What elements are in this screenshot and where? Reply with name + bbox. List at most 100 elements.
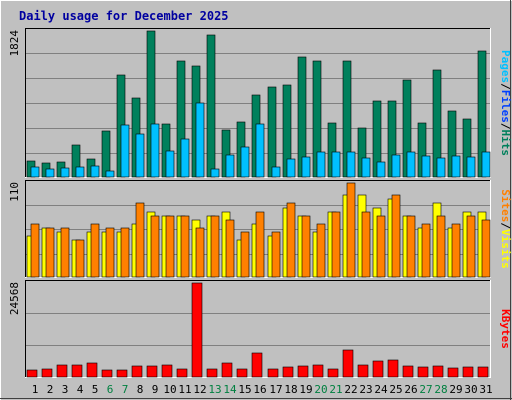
visits-panel-ymax: 110 xyxy=(8,182,21,202)
visits-panel-sites-bar xyxy=(361,211,371,278)
kbytes-panel-kbytes-bar xyxy=(251,352,263,378)
hits-panel-files-bar xyxy=(481,151,491,178)
visits-panel-sites-bar xyxy=(271,231,281,278)
x-tick-label: 12 xyxy=(193,383,206,396)
x-tick-label: 27 xyxy=(419,383,432,396)
visits-panel-sites-bar xyxy=(30,223,40,278)
visits-panel-sites-bar xyxy=(180,215,190,278)
hits-panel-files-bar xyxy=(75,166,85,178)
x-tick-label: 21 xyxy=(329,383,342,396)
x-tick-label: 2 xyxy=(47,383,54,396)
hits-panel-side-label-separator: / xyxy=(499,83,512,90)
x-tick-label: 6 xyxy=(107,383,114,396)
visits-panel-sites-bar xyxy=(346,182,356,278)
kbytes-panel-kbytes-bar xyxy=(146,365,158,378)
x-tick-label: 14 xyxy=(223,383,237,396)
x-tick-label: 13 xyxy=(208,383,221,396)
hits-panel-files-bar xyxy=(150,123,160,178)
kbytes-panel-ymax: 24568 xyxy=(8,282,21,315)
hits-panel-files-bar xyxy=(120,124,130,178)
hits-panel-side-label-separator: / xyxy=(499,123,512,130)
kbytes-panel-kbytes-bar xyxy=(462,366,474,378)
x-tick-label: 17 xyxy=(269,383,282,396)
hits-panel-files-bar xyxy=(90,165,100,178)
visits-panel-sites-bar xyxy=(45,227,55,278)
visits-panel-sites-bar xyxy=(60,227,70,278)
x-tick-label: 26 xyxy=(404,383,417,396)
hits-panel-hits-bar xyxy=(267,86,277,178)
kbytes-panel-kbytes-bar xyxy=(447,367,459,378)
kbytes-panel-side-label-part: KBytes xyxy=(499,309,512,349)
kbytes-panel-side-label: KBytes xyxy=(499,309,512,349)
hits-panel-files-bar xyxy=(286,158,296,178)
kbytes-panel-kbytes-bar xyxy=(221,362,233,378)
hits-panel-files-bar xyxy=(165,150,175,178)
visits-panel-sites-bar xyxy=(135,202,145,278)
hits-panel-files-bar xyxy=(421,155,431,178)
hits-panel-files-bar xyxy=(210,168,220,178)
kbytes-panel-kbytes-bar xyxy=(206,368,218,378)
hits-panel-files-bar xyxy=(225,154,235,178)
x-tick-label: 3 xyxy=(62,383,69,396)
hits-panel-files-bar xyxy=(376,161,386,178)
kbytes-panel-kbytes-bar xyxy=(417,366,429,378)
visits-panel-sites-bar xyxy=(90,223,100,278)
visits-panel-sites-bar xyxy=(286,202,296,278)
visits-panel-sites-bar xyxy=(301,215,311,278)
chart-title: Daily usage for December 2025 xyxy=(19,9,229,23)
hits-panel-files-bar xyxy=(255,123,265,178)
visits-panel-sites-bar xyxy=(195,227,205,278)
hits-panel-files-bar xyxy=(346,151,356,178)
visits-panel-sites-bar xyxy=(316,223,326,278)
kbytes-panel-kbytes-bar xyxy=(327,368,339,378)
x-tick-label: 23 xyxy=(359,383,372,396)
kbytes-panel-kbytes-bar xyxy=(372,360,384,378)
hits-panel-hits-bar xyxy=(206,34,216,178)
hits-panel-side-label-part: Files xyxy=(499,90,512,123)
kbytes-panel-kbytes-bar xyxy=(56,364,68,378)
kbytes-panel-kbytes-bar xyxy=(312,364,324,378)
kbytes-panel-kbytes-bar xyxy=(176,368,188,378)
hits-panel-files-bar xyxy=(301,156,311,178)
visits-panel-sites-bar xyxy=(331,211,341,278)
hits-panel-files-bar xyxy=(195,102,205,178)
x-tick-label: 25 xyxy=(389,383,402,396)
visits-panel-side-label-separator: / xyxy=(499,222,512,229)
hits-panel-ymax: 1824 xyxy=(8,30,21,57)
x-tick-label: 22 xyxy=(344,383,357,396)
x-tick-label: 1 xyxy=(32,383,39,396)
x-tick-label: 5 xyxy=(92,383,99,396)
hits-panel-files-bar xyxy=(135,133,145,178)
hits-panel-files-bar xyxy=(391,154,401,178)
x-tick-label: 11 xyxy=(178,383,191,396)
kbytes-panel-kbytes-bar xyxy=(357,364,369,378)
hits-panel-files-bar xyxy=(331,151,341,178)
visits-panel-sites-bar xyxy=(150,215,160,278)
visits-panel-sites-bar xyxy=(225,219,235,278)
visits-panel-sites-bar xyxy=(120,227,130,278)
x-tick-label: 7 xyxy=(122,383,129,396)
hits-panel-files-bar xyxy=(105,170,115,178)
kbytes-panel-kbytes-bar xyxy=(236,368,248,378)
visits-panel-sites-bar xyxy=(436,215,446,278)
hits-panel-files-bar xyxy=(406,151,416,178)
hits-panel-files-bar xyxy=(466,156,476,178)
x-tick-label: 8 xyxy=(137,383,144,396)
kbytes-panel-kbytes-bar xyxy=(131,365,143,378)
x-tick-label: 9 xyxy=(152,383,159,396)
visits-panel-sites-bar xyxy=(481,219,491,278)
hits-panel-files-bar xyxy=(361,157,371,178)
visits-panel-sites-bar xyxy=(406,215,416,278)
visits-panel-sites-bar xyxy=(210,215,220,278)
kbytes-panel-kbytes-bar xyxy=(41,368,53,378)
visits-panel-sites-bar xyxy=(391,194,401,278)
hits-panel-files-bar xyxy=(180,138,190,178)
visits-panel-sites-bar xyxy=(466,215,476,278)
kbytes-panel-kbytes-bar xyxy=(402,365,414,378)
x-tick-label: 19 xyxy=(299,383,312,396)
hits-panel-side-label: Pages/Files/Hits xyxy=(499,50,512,156)
hits-panel-files-bar xyxy=(316,151,326,178)
x-tick-label: 16 xyxy=(253,383,266,396)
visits-panel-sites-bar xyxy=(105,227,115,278)
